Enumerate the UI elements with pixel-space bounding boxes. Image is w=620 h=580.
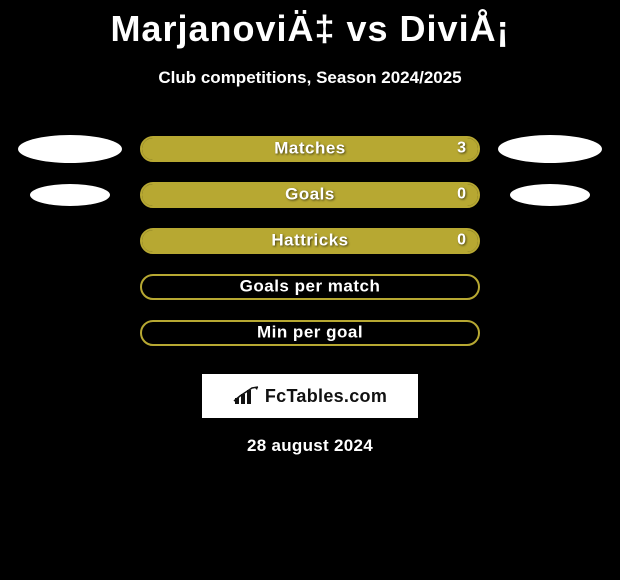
brand-text: FcTables.com xyxy=(265,386,387,407)
stat-bar: Matches3 xyxy=(140,136,480,162)
ellipse-right xyxy=(510,184,590,206)
stat-value: 3 xyxy=(457,140,466,158)
stat-bar: Goals0 xyxy=(140,182,480,208)
stat-label: Matches xyxy=(142,139,478,159)
stat-row: Goals0 xyxy=(0,172,620,218)
chart-icon xyxy=(233,386,259,406)
stat-label: Hattricks xyxy=(142,231,478,251)
stat-row: Goals per match xyxy=(0,264,620,310)
stat-row: Matches3 xyxy=(0,126,620,172)
ellipse-left xyxy=(18,135,122,163)
stat-label: Goals per match xyxy=(142,277,478,297)
stat-bar: Goals per match xyxy=(140,274,480,300)
stat-label: Min per goal xyxy=(142,323,478,343)
stat-bar: Min per goal xyxy=(140,320,480,346)
row-left-pad xyxy=(0,135,140,163)
page-title: MarjanoviÄ‡ vs DiviÅ¡ xyxy=(0,0,620,50)
row-left-pad xyxy=(0,184,140,206)
stat-rows: Matches3Goals0Hattricks0Goals per matchM… xyxy=(0,126,620,356)
brand-badge: FcTables.com xyxy=(202,374,418,418)
stat-label: Goals xyxy=(142,185,478,205)
stat-bar: Hattricks0 xyxy=(140,228,480,254)
page-subtitle: Club competitions, Season 2024/2025 xyxy=(0,68,620,88)
ellipse-left xyxy=(30,184,110,206)
row-right-pad xyxy=(480,135,620,163)
stat-row: Hattricks0 xyxy=(0,218,620,264)
stat-value: 0 xyxy=(457,232,466,250)
stat-value: 0 xyxy=(457,186,466,204)
stat-row: Min per goal xyxy=(0,310,620,356)
date-text: 28 august 2024 xyxy=(0,436,620,456)
row-right-pad xyxy=(480,184,620,206)
ellipse-right xyxy=(498,135,602,163)
